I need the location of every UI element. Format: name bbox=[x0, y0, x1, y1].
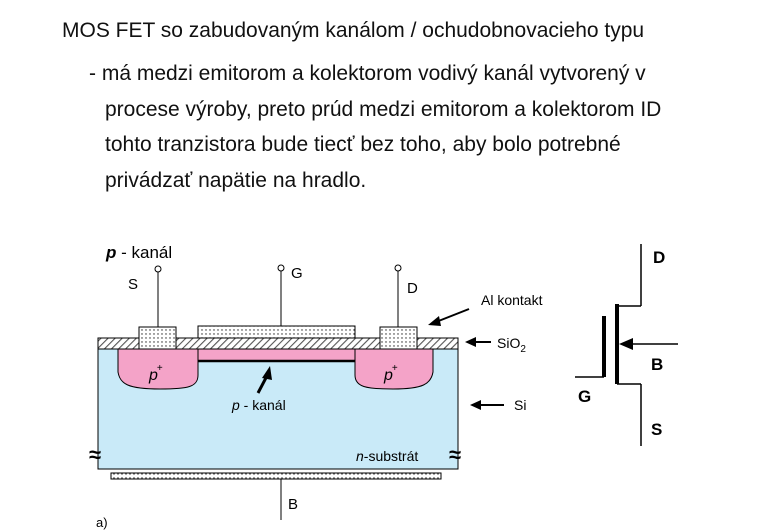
label-s: S bbox=[128, 276, 138, 293]
p-channel bbox=[197, 348, 356, 362]
symbol-label-d: D bbox=[653, 248, 665, 267]
label-b: B bbox=[288, 496, 298, 513]
drain-terminal bbox=[394, 264, 402, 272]
source-contact bbox=[138, 326, 177, 350]
wave-left: ≈ bbox=[89, 442, 101, 467]
al-callout-head bbox=[428, 316, 441, 326]
label-g: G bbox=[291, 265, 303, 282]
symbol-label-g: G bbox=[578, 387, 591, 406]
gate-terminal bbox=[277, 264, 285, 272]
symbol-bulk-arrow-icon bbox=[619, 338, 633, 350]
channel-label: p - kanál bbox=[231, 397, 286, 413]
label-source-p-plus: p+ bbox=[148, 363, 163, 384]
drain-p-well bbox=[354, 348, 434, 390]
description-line-4: privádzať napätie na hradlo. bbox=[105, 168, 367, 192]
gate-contact bbox=[197, 325, 356, 339]
source-terminal bbox=[154, 265, 162, 273]
drain-contact bbox=[379, 326, 418, 350]
description-line-3: tohto tranzistora bude tiecť bez toho, a… bbox=[105, 133, 621, 156]
al-callout-label: Al kontakt bbox=[481, 292, 543, 308]
oxide-right bbox=[416, 337, 459, 350]
diagram-title: p - kanál bbox=[105, 243, 172, 262]
sio2-callout-label: SiO2 bbox=[497, 335, 526, 355]
mosfet-symbol: D B G S bbox=[575, 244, 678, 446]
label-d: D bbox=[407, 280, 418, 297]
substrate-label: n-substrát bbox=[356, 448, 418, 464]
page-heading: MOS FET so zabudovaným kanálom / ochudob… bbox=[62, 19, 645, 42]
symbol-label-s: S bbox=[651, 420, 662, 439]
wave-right: ≈ bbox=[449, 442, 461, 467]
source-p-well bbox=[117, 348, 199, 390]
al-callout-line bbox=[435, 308, 470, 323]
bulk-contact bbox=[110, 472, 442, 480]
si-callout-label: Si bbox=[514, 397, 526, 413]
figure-footnote: a) bbox=[96, 515, 108, 530]
oxide-left bbox=[97, 337, 140, 350]
sio2-callout-head bbox=[465, 337, 476, 347]
description-line-2: procese výroby, preto prúd medzi emitoro… bbox=[105, 97, 662, 121]
description-text: - má medzi emitorom a kolektorom vodivý … bbox=[89, 56, 774, 198]
si-callout-head bbox=[470, 400, 481, 410]
channel-pointer-head bbox=[262, 366, 272, 380]
oxide-middle bbox=[175, 337, 381, 350]
label-drain-p-plus: p+ bbox=[383, 363, 398, 384]
symbol-label-b: B bbox=[651, 355, 663, 374]
description-line-1: - má medzi emitorom a kolektorom vodivý … bbox=[89, 62, 646, 85]
